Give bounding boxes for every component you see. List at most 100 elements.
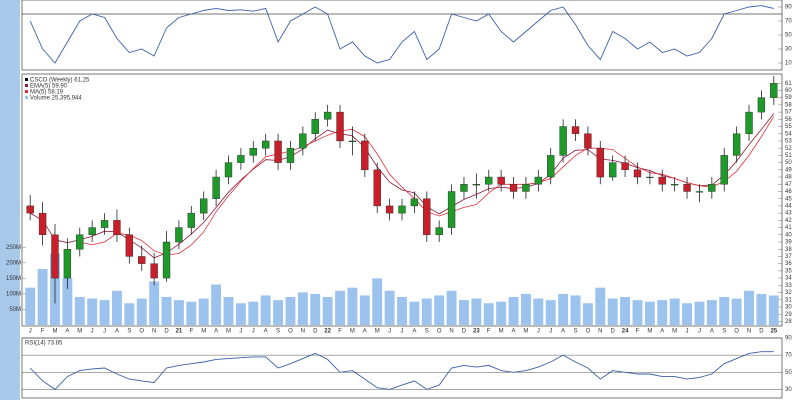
volume-bar (607, 298, 618, 325)
volume-bar (632, 300, 643, 325)
volume-bar (459, 300, 469, 325)
y-tick-label: 70 (785, 19, 792, 25)
volume-bar (520, 293, 531, 325)
volume-tick-label: 150M (6, 276, 21, 282)
candle-body (373, 169, 381, 207)
y-tick-label: 50 (785, 160, 792, 166)
candle-body (447, 191, 456, 228)
x-tick-label: M (201, 329, 206, 335)
x-tick-label: A (660, 329, 664, 335)
y-tick-label: 47 (785, 182, 792, 188)
x-tick-label: S (127, 329, 131, 335)
y-tick-label: 60 (785, 88, 792, 94)
x-tick-label: S (425, 329, 429, 335)
y-tick-label: 70 (785, 353, 792, 359)
candle-body (584, 133, 592, 149)
legend-label: CSCO (Weekly) 61.25 (30, 78, 90, 84)
candle-body (262, 140, 270, 149)
y-tick-label: 43 (785, 211, 792, 217)
candle-body (385, 205, 394, 214)
x-tick-label: M (77, 329, 82, 335)
volume-bar (384, 290, 395, 325)
volume-bar (347, 287, 358, 325)
side-strip (0, 0, 20, 400)
x-tick-label: M (647, 329, 652, 335)
x-tick-label: J (252, 329, 255, 335)
volume-bar (25, 287, 36, 325)
y-tick-label: 55 (785, 124, 792, 130)
y-tick-label: 37 (785, 254, 792, 260)
volume-bar (173, 300, 184, 325)
y-tick-label: 50 (785, 33, 792, 39)
candle-body (336, 111, 344, 142)
candle-body (63, 249, 72, 279)
x-tick-label: J (103, 329, 106, 335)
candle-body (88, 227, 96, 235)
candle-body (509, 184, 518, 192)
candle-body (76, 234, 84, 250)
x-tick-label: N (449, 329, 453, 335)
y-tick-label: 50 (785, 370, 792, 376)
y-tick-label: 57 (785, 110, 792, 116)
y-tick-label: 39 (785, 240, 792, 246)
y-tick-label: 59 (785, 95, 792, 101)
candle-body (670, 184, 679, 186)
candle-body (348, 140, 357, 142)
candle-body (609, 162, 617, 178)
y-tick-label: 30 (785, 305, 792, 311)
y-tick-label: 30 (785, 387, 792, 393)
volume-bar (682, 303, 693, 325)
x-tick-label: F (636, 329, 640, 335)
y-tick-label: 38 (785, 247, 792, 253)
x-tick-label: S (276, 329, 280, 335)
volume-bar (706, 300, 717, 325)
volume-bar (669, 298, 680, 325)
volume-bar (397, 297, 407, 325)
volume-tick-label: 200M (6, 260, 21, 266)
x-tick-label: D (462, 329, 467, 335)
x-tick-label: S (574, 329, 578, 335)
x-tick-label: 24 (622, 329, 629, 335)
volume-bar (260, 295, 271, 325)
y-tick-label: 33 (785, 283, 792, 289)
candle-body (162, 241, 171, 279)
x-tick-label: J (401, 329, 404, 335)
volume-bar (186, 301, 197, 325)
candle-body (547, 155, 555, 178)
x-tick-label: M (672, 329, 677, 335)
volume-bar (644, 301, 655, 325)
volume-bar (595, 287, 606, 325)
candle-body (534, 176, 542, 185)
candle-body (175, 227, 183, 243)
x-tick-label: D (759, 329, 764, 335)
volume-bar (310, 293, 321, 325)
candle-body (200, 198, 208, 214)
y-tick-label: 41 (785, 225, 792, 231)
x-tick-label: M (499, 329, 504, 335)
candle-body (571, 126, 580, 134)
x-tick-label: J (91, 329, 94, 335)
candle-body (695, 191, 704, 193)
candle-body (460, 184, 468, 192)
y-tick-label: 90 (785, 336, 792, 342)
volume-bar (62, 278, 73, 325)
x-tick-label: O (586, 329, 591, 335)
candle-body (559, 126, 567, 156)
candle-body (720, 155, 728, 185)
oscillator-panel (21, 0, 783, 71)
y-tick-label: 30 (785, 47, 792, 53)
volume-bar (111, 290, 122, 325)
x-tick-label: J (698, 329, 701, 335)
x-tick-label: J (239, 329, 242, 335)
candle-body (224, 162, 233, 178)
candle-body (435, 227, 443, 235)
volume-bar (483, 303, 494, 325)
candle-body (274, 140, 282, 163)
y-tick-label: 35 (785, 268, 792, 274)
volume-bar (558, 293, 569, 325)
volume-bar (620, 297, 631, 325)
volume-tick-label: 250M (6, 245, 21, 251)
volume-bar (421, 298, 432, 325)
volume-bar (409, 301, 420, 325)
candle-body (757, 97, 766, 113)
